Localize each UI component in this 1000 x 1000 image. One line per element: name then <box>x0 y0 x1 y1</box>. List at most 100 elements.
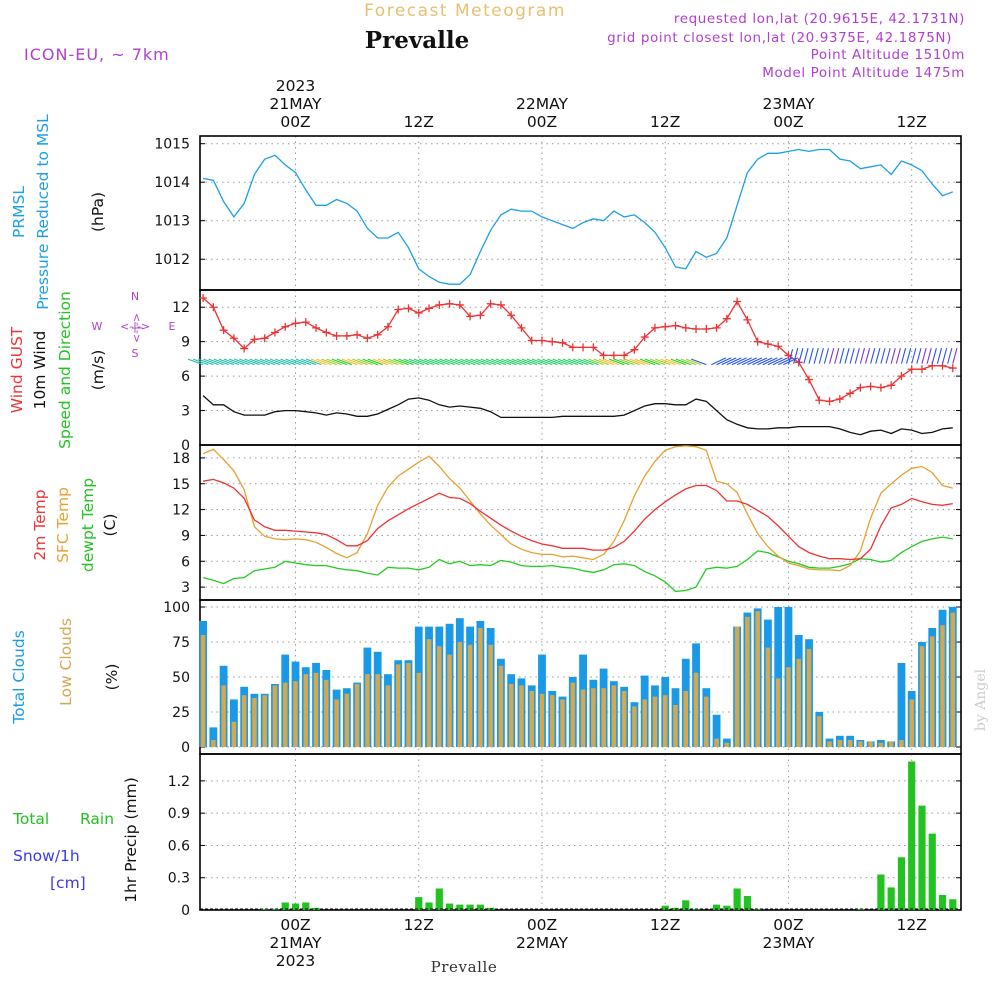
low-cloud-bar <box>498 665 504 747</box>
wind-direction-arrow <box>372 358 389 366</box>
gust-marker <box>671 321 680 330</box>
wind-direction-arrow <box>249 358 265 366</box>
rain-bar <box>949 899 957 910</box>
gust-marker <box>887 381 896 390</box>
wind-direction-arrow <box>537 358 553 366</box>
low-cloud-bar <box>272 685 278 747</box>
gust-marker <box>846 389 855 398</box>
temp-tick-label: 6 <box>181 554 190 570</box>
gust-marker <box>496 300 505 309</box>
wind-direction-arrow <box>864 348 871 364</box>
wind-direction-arrow <box>382 358 399 366</box>
rain-bar <box>712 904 721 910</box>
wind-direction-arrow <box>670 358 686 366</box>
label-total: Total <box>12 810 49 828</box>
wind-direction-arrow <box>244 358 260 366</box>
wind-frame <box>199 289 962 446</box>
wind-direction-arrow <box>198 358 214 366</box>
low-cloud-bar <box>262 695 267 747</box>
low-cloud-bar <box>467 644 473 747</box>
label-cm: [cm] <box>50 874 86 892</box>
wind-direction-arrow <box>557 358 573 366</box>
low-cloud-bar <box>909 699 914 747</box>
wind-direction-arrow <box>475 358 491 366</box>
low-cloud-bar <box>252 698 257 747</box>
clouds-tick-label: 100 <box>163 600 190 616</box>
wind-direction-arrow <box>290 358 306 366</box>
low-cloud-bar <box>683 691 689 747</box>
precip-tick-label: 0.3 <box>168 871 190 887</box>
time-label-bottom: 21MAY <box>270 934 322 952</box>
gust-marker <box>743 315 752 324</box>
gust-marker <box>825 397 834 406</box>
wind-direction-arrow <box>470 358 486 366</box>
low-cloud-bar <box>847 740 853 747</box>
precip-tick-label: 1.2 <box>168 774 190 790</box>
gust-marker <box>774 342 783 351</box>
time-label-bottom: 22MAY <box>516 934 568 952</box>
low-cloud-bar <box>488 644 493 747</box>
wind-direction-arrow <box>208 358 224 366</box>
gust-marker <box>363 334 372 343</box>
low-cloud-bar <box>313 672 319 747</box>
rain-bar <box>415 897 423 910</box>
low-cloud-bar <box>437 646 442 747</box>
time-label-top: 12Z <box>404 113 434 131</box>
wind-direction-arrow <box>742 357 757 366</box>
rain-bar <box>908 761 916 910</box>
low-cloud-bar <box>714 738 719 747</box>
wind-direction-arrow <box>444 358 461 366</box>
gust-marker <box>466 312 475 321</box>
low-cloud-bar <box>899 740 904 747</box>
wind-direction-arrow <box>352 358 368 366</box>
rain-bar <box>887 887 895 910</box>
wind-direction-arrow <box>691 358 707 366</box>
wind-direction-arrow <box>495 358 512 366</box>
gust-marker <box>425 304 434 313</box>
gust-marker <box>240 344 249 353</box>
wind-direction-arrow <box>424 358 440 366</box>
label-sfc-temp: SFC Temp <box>54 487 72 563</box>
prmsl-line <box>202 148 954 285</box>
wind-direction-arrow <box>187 358 204 366</box>
low-cloud-bar <box>765 647 771 747</box>
gust-marker <box>733 297 742 306</box>
wind-direction-arrow <box>562 358 579 366</box>
wind-direction-arrow <box>218 358 235 366</box>
gust-marker <box>589 343 598 352</box>
wind-direction-arrow <box>844 348 850 364</box>
wind-direction-arrow <box>783 357 799 366</box>
wind-10m-line <box>202 395 953 436</box>
low-cloud-bar <box>200 635 206 747</box>
wind-direction-arrow <box>859 348 866 364</box>
wind-direction-arrow <box>634 358 651 366</box>
label-snow: Snow/1h <box>13 847 80 865</box>
rain-bar <box>291 903 300 910</box>
rain-bar <box>661 905 669 910</box>
model-altitude: Model Point Altitude 1475m <box>762 65 965 81</box>
wind-direction-arrow <box>418 358 435 366</box>
time-label-top: 00Z <box>527 113 557 131</box>
rain-bar <box>877 874 885 910</box>
gust-marker <box>486 299 495 308</box>
temp-tick-label: 15 <box>172 477 190 493</box>
temp-panel: 3 6 9 12 15 18 <box>172 445 961 600</box>
low-cloud-bar <box>334 699 339 747</box>
low-cloud-bar <box>457 642 463 747</box>
wind-direction-arrow <box>757 357 773 366</box>
low-cloud-bar <box>745 616 750 747</box>
wind-direction-arrow <box>747 357 763 366</box>
gust-marker <box>753 337 762 346</box>
low-cloud-bar <box>231 721 237 747</box>
low-cloud-bar <box>549 695 555 747</box>
wind-direction-arrow <box>480 358 496 366</box>
rain-bar <box>938 894 947 910</box>
low-cloud-bar <box>806 649 812 747</box>
wind-direction-arrow <box>875 348 881 364</box>
label-prmsl: PRMSL <box>10 186 28 238</box>
wind-direction-arrow <box>608 358 625 366</box>
wind-direction-arrow <box>454 358 471 366</box>
wind-direction-arrow <box>300 358 317 366</box>
requested-coords: requested lon,lat (20.9615E, 42.1731N) <box>674 11 965 27</box>
